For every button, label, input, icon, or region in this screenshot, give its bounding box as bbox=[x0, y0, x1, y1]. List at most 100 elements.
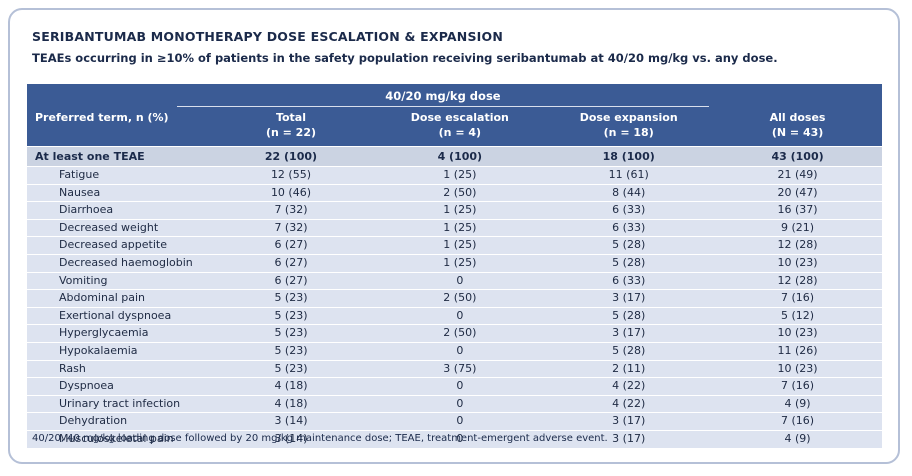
preferred-term-cell: Diarrhoea bbox=[59, 203, 114, 217]
value-cell: 5 (23) bbox=[274, 343, 308, 357]
value-cell: 0 bbox=[456, 343, 464, 357]
table-row: Abdominal pain 5 (23) 2 (50) 3 (17) 7 (16) bbox=[27, 289, 882, 307]
preferred-term-cell: Decreased appetite bbox=[59, 238, 167, 252]
column-header-row: Preferred term, n (%) Total (n = 22) Dos… bbox=[27, 107, 882, 146]
preferred-term-cell: Nausea bbox=[59, 185, 101, 199]
value-cell: 3 (14) bbox=[274, 414, 308, 428]
preferred-term-cell: Dehydration bbox=[59, 414, 128, 428]
value-cell: 10 (46) bbox=[270, 185, 312, 199]
table-row: Decreased appetite 6 (27) 1 (25) 5 (28) 12 (… bbox=[27, 236, 882, 254]
column-label: All doses bbox=[769, 111, 826, 124]
value-cell: 3 (14) bbox=[274, 431, 308, 445]
value-cell: 6 (33) bbox=[612, 220, 646, 234]
value-cell: 3 (17) bbox=[612, 414, 646, 428]
table-row: Hyperglycaemia 5 (23) 2 (50) 3 (17) 10 (23) bbox=[27, 324, 882, 342]
value-cell: 1 (25) bbox=[443, 168, 477, 181]
column-sublabel: (n = 4) bbox=[438, 126, 482, 139]
table-row: Decreased weight 7 (32) 1 (25) 6 (33) 9 (21) bbox=[27, 218, 882, 237]
value-cell: 12 (28) bbox=[777, 238, 818, 252]
table-row: Diarrhoea 7 (32) 1 (25) 6 (33) 16 (37) bbox=[27, 201, 882, 219]
value-cell: 8 (44) bbox=[612, 185, 646, 199]
preferred-term-cell: Musculoskeletal pain bbox=[59, 431, 174, 445]
preferred-term-cell: Abdominal pain bbox=[59, 291, 146, 305]
teae-table: 40/20 mg/kg dose Preferred term, n (%) T… bbox=[27, 84, 882, 448]
value-cell: 2 (50) bbox=[443, 291, 477, 305]
value-cell: 21 (49) bbox=[777, 168, 818, 181]
table-body: At least one TEAE 22 (100) 4 (100) 18 (100)… bbox=[27, 146, 882, 448]
value-cell: 7 (16) bbox=[781, 414, 815, 428]
column-header-total: Total (n = 22) bbox=[207, 110, 376, 140]
value-cell: 2 (50) bbox=[443, 326, 477, 340]
value-cell: 12 (28) bbox=[777, 273, 818, 287]
value-cell: 10 (23) bbox=[777, 361, 818, 375]
column-header-all-doses: All doses (N = 43) bbox=[713, 110, 882, 140]
column-sublabel: (n = 18) bbox=[603, 126, 654, 139]
value-cell: 2 (50) bbox=[443, 185, 477, 199]
value-cell: 5 (23) bbox=[274, 291, 308, 305]
value-cell: 9 (21) bbox=[781, 220, 815, 234]
value-cell: 0 bbox=[456, 308, 464, 322]
value-cell: 6 (27) bbox=[274, 273, 308, 287]
value-cell: 4 (22) bbox=[612, 396, 646, 410]
value-cell: 6 (33) bbox=[612, 203, 646, 217]
column-sublabel: (N = 43) bbox=[771, 126, 824, 139]
preferred-term-cell: Hypokalaemia bbox=[59, 343, 138, 357]
value-cell: 5 (12) bbox=[781, 308, 815, 322]
table-row: Decreased haemoglobin 6 (27) 1 (25) 5 (28) 1… bbox=[27, 253, 882, 272]
value-cell: 10 (23) bbox=[777, 255, 818, 269]
value-cell: 4 (9) bbox=[784, 431, 811, 445]
value-cell: 11 (61) bbox=[608, 168, 649, 181]
value-cell: 0 bbox=[456, 414, 464, 428]
value-cell: 3 (17) bbox=[612, 291, 646, 305]
preferred-term-cell: At least one TEAE bbox=[35, 150, 145, 163]
value-cell: 7 (16) bbox=[781, 379, 815, 393]
preferred-term-cell: Vomiting bbox=[59, 273, 108, 287]
value-cell: 1 (25) bbox=[443, 255, 477, 269]
value-cell: 1 (25) bbox=[443, 238, 477, 252]
value-cell: 6 (27) bbox=[274, 238, 308, 252]
value-cell: 1 (25) bbox=[443, 203, 477, 217]
value-cell: 12 (55) bbox=[270, 168, 312, 181]
value-cell: 4 (18) bbox=[274, 396, 308, 410]
value-cell: 7 (16) bbox=[781, 291, 815, 305]
table-row: Musculoskeletal pain 3 (14) 0 3 (17) 4 (9) bbox=[27, 429, 882, 448]
footnote: 40/20, 40 mg/kg loading dose followed by… bbox=[32, 433, 608, 444]
value-cell: 0 bbox=[456, 431, 464, 445]
value-cell: 20 (47) bbox=[777, 185, 818, 199]
value-cell: 5 (23) bbox=[274, 326, 308, 340]
value-cell: 3 (17) bbox=[612, 326, 646, 340]
value-cell: 16 (37) bbox=[777, 203, 818, 217]
value-cell: 4 (100) bbox=[437, 150, 483, 163]
value-cell: 5 (23) bbox=[274, 361, 308, 375]
preferred-term-cell: Hyperglycaemia bbox=[59, 326, 149, 340]
group-header-dose: 40/20 mg/kg dose bbox=[176, 89, 710, 107]
column-label: Total bbox=[275, 111, 306, 124]
preferred-term-cell: Dyspnoea bbox=[59, 379, 114, 393]
value-cell: 1 (25) bbox=[443, 220, 477, 234]
column-header-dose-escalation: Dose escalation (n = 4) bbox=[375, 110, 544, 140]
value-cell: 7 (32) bbox=[274, 220, 308, 234]
value-cell: 7 (32) bbox=[274, 203, 308, 217]
value-cell: 5 (28) bbox=[612, 308, 646, 322]
column-sublabel: (n = 22) bbox=[265, 126, 317, 139]
value-cell: 0 bbox=[456, 379, 464, 393]
table-header: 40/20 mg/kg dose Preferred term, n (%) T… bbox=[27, 84, 882, 146]
table-card: SERIBANTUMAB MONOTHERAPY DOSE ESCALATION… bbox=[8, 8, 900, 464]
value-cell: 5 (23) bbox=[274, 308, 308, 322]
table-row: Vomiting 6 (27) 0 6 (33) 12 (28) bbox=[27, 271, 882, 290]
table-row: Nausea 10 (46) 2 (50) 8 (44) 20 (47) bbox=[27, 183, 882, 202]
value-cell: 3 (17) bbox=[612, 431, 646, 445]
value-cell: 4 (9) bbox=[784, 396, 811, 410]
value-cell: 5 (28) bbox=[612, 238, 646, 252]
value-cell: 3 (75) bbox=[443, 361, 477, 375]
column-label: Preferred term, n (%) bbox=[35, 111, 169, 124]
value-cell: 43 (100) bbox=[771, 150, 824, 163]
table-row: Hypokalaemia 5 (23) 0 5 (28) 11 (26) bbox=[27, 341, 882, 360]
value-cell: 6 (27) bbox=[274, 255, 308, 269]
column-label: Dose expansion bbox=[579, 111, 678, 124]
value-cell: 10 (23) bbox=[777, 326, 818, 340]
value-cell: 6 (33) bbox=[612, 273, 646, 287]
preferred-term-cell: Decreased haemoglobin bbox=[59, 255, 193, 269]
value-cell: 22 (100) bbox=[264, 150, 318, 163]
column-label: Dose escalation bbox=[410, 111, 509, 124]
